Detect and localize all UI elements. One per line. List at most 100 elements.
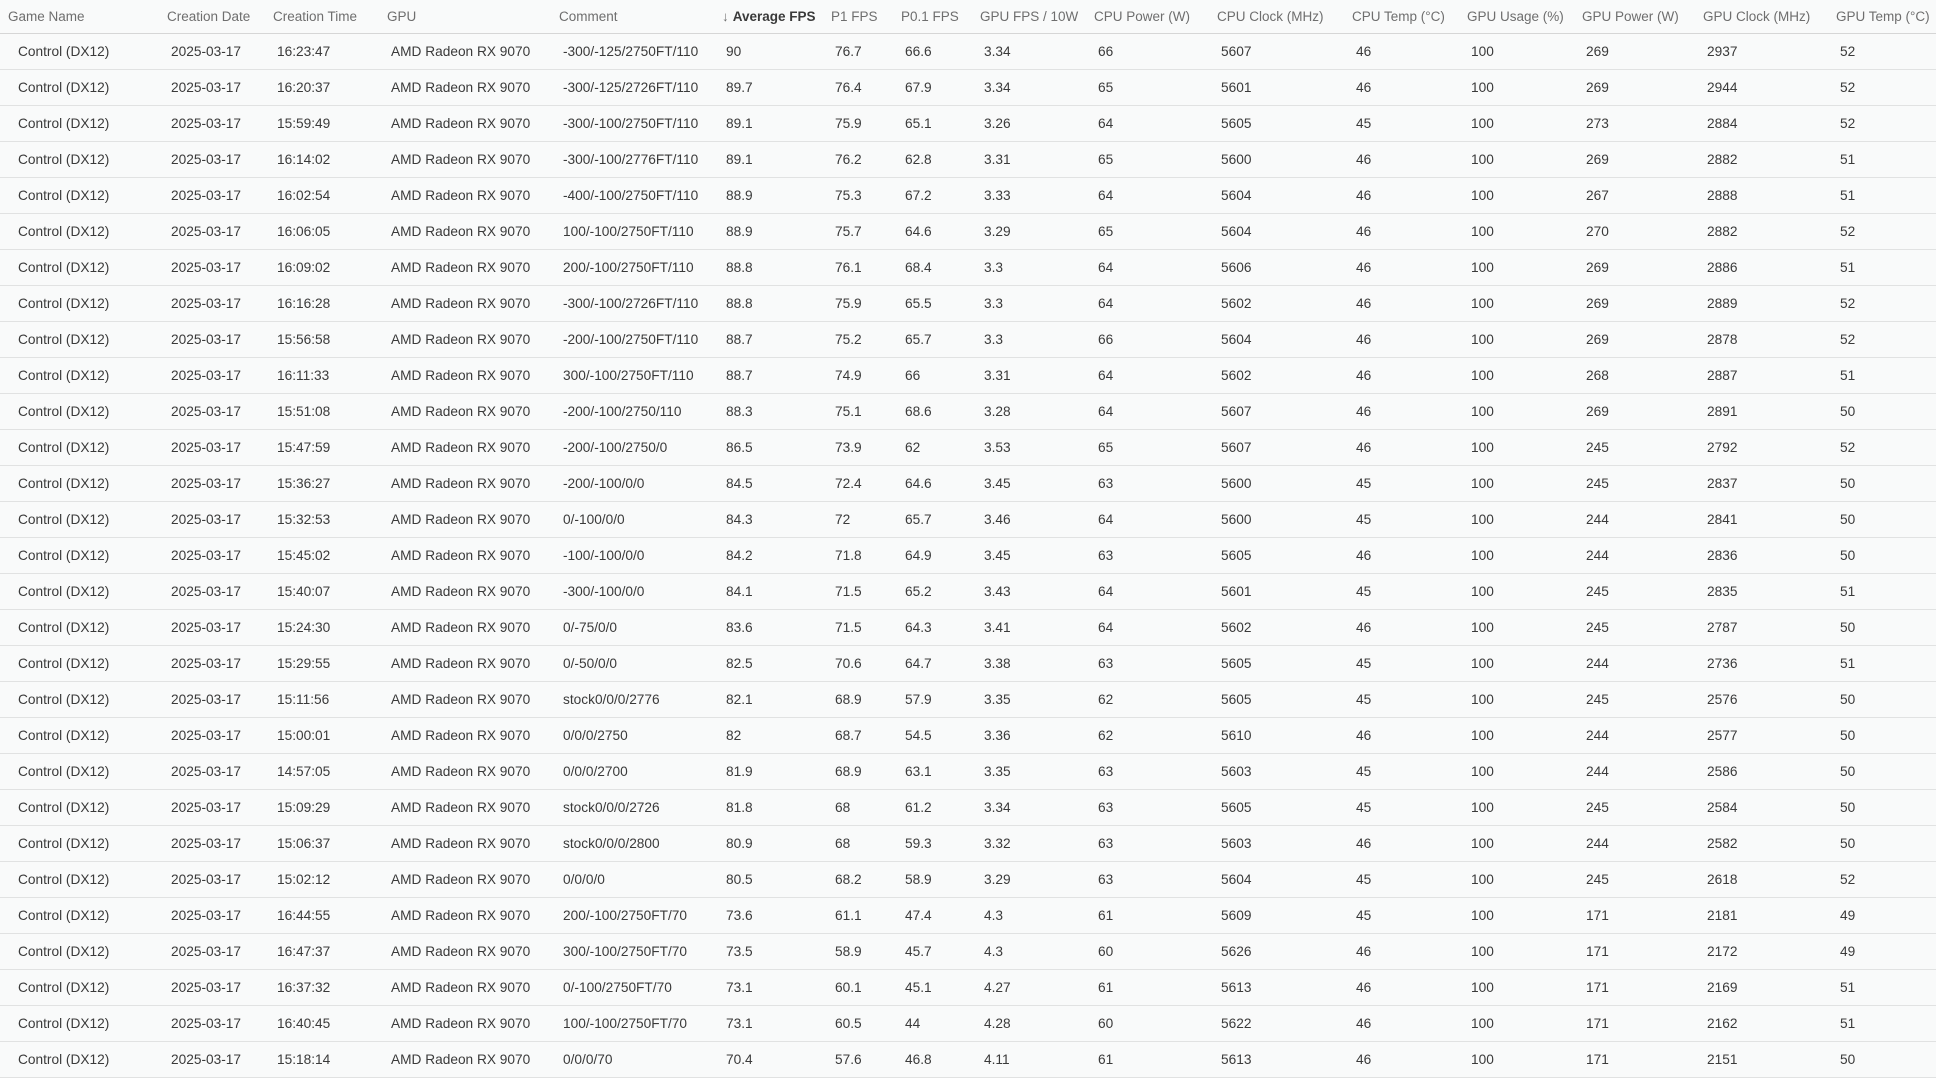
table-row[interactable]: Control (DX12) 2025-03-17 16:11:33 AMD R… bbox=[0, 357, 1936, 394]
cell-gpu-clock: 2736 bbox=[1693, 645, 1826, 682]
table-row[interactable]: Control (DX12) 2025-03-17 16:37:32 AMD R… bbox=[0, 969, 1936, 1006]
table-row[interactable]: Control (DX12) 2025-03-17 15:09:29 AMD R… bbox=[0, 789, 1936, 826]
cell-cpu-power: 66 bbox=[1084, 321, 1207, 358]
cell-cpu-power: 60 bbox=[1084, 1005, 1207, 1042]
table-row[interactable]: Control (DX12) 2025-03-17 14:57:05 AMD R… bbox=[0, 753, 1936, 790]
cell-game-name: Control (DX12) bbox=[0, 753, 157, 790]
column-header-comment[interactable]: Comment bbox=[549, 0, 712, 34]
column-header-gpu-temp[interactable]: GPU Temp (°C) bbox=[1826, 0, 1936, 34]
cell-gpu-fps-per-10w: 3.31 bbox=[970, 141, 1084, 178]
cell-creation-date: 2025-03-17 bbox=[157, 465, 263, 502]
table-row[interactable]: Control (DX12) 2025-03-17 16:02:54 AMD R… bbox=[0, 177, 1936, 214]
cell-average-fps: 89.1 bbox=[712, 105, 821, 142]
column-header-gpu-fps-per-10w[interactable]: GPU FPS / 10W bbox=[970, 0, 1084, 34]
column-header-cpu-clock[interactable]: CPU Clock (MHz) bbox=[1207, 0, 1342, 34]
cell-cpu-power: 64 bbox=[1084, 357, 1207, 394]
table-row[interactable]: Control (DX12) 2025-03-17 16:20:37 AMD R… bbox=[0, 69, 1936, 106]
table-row[interactable]: Control (DX12) 2025-03-17 16:44:55 AMD R… bbox=[0, 897, 1936, 934]
cell-cpu-power: 63 bbox=[1084, 537, 1207, 574]
cell-creation-date: 2025-03-17 bbox=[157, 69, 263, 106]
table-row[interactable]: Control (DX12) 2025-03-17 15:11:56 AMD R… bbox=[0, 681, 1936, 718]
cell-gpu-usage: 100 bbox=[1457, 753, 1572, 790]
table-row[interactable]: Control (DX12) 2025-03-17 16:23:47 AMD R… bbox=[0, 33, 1936, 70]
table-row[interactable]: Control (DX12) 2025-03-17 15:02:12 AMD R… bbox=[0, 861, 1936, 898]
cell-p1-fps: 76.4 bbox=[821, 69, 891, 106]
table-row[interactable]: Control (DX12) 2025-03-17 16:40:45 AMD R… bbox=[0, 1005, 1936, 1042]
column-header-gpu-power[interactable]: GPU Power (W) bbox=[1572, 0, 1693, 34]
table-row[interactable]: Control (DX12) 2025-03-17 15:59:49 AMD R… bbox=[0, 105, 1936, 142]
cell-gpu-usage: 100 bbox=[1457, 825, 1572, 862]
cell-average-fps: 89.7 bbox=[712, 69, 821, 106]
cell-creation-date: 2025-03-17 bbox=[157, 357, 263, 394]
table-row[interactable]: Control (DX12) 2025-03-17 15:24:30 AMD R… bbox=[0, 609, 1936, 646]
cell-cpu-power: 64 bbox=[1084, 177, 1207, 214]
table-row[interactable]: Control (DX12) 2025-03-17 15:36:27 AMD R… bbox=[0, 465, 1936, 502]
column-header-average-fps[interactable]: ↓ Average FPS bbox=[712, 0, 821, 34]
cell-gpu-power: 245 bbox=[1572, 573, 1693, 610]
table-row[interactable]: Control (DX12) 2025-03-17 15:56:58 AMD R… bbox=[0, 321, 1936, 358]
cell-creation-date: 2025-03-17 bbox=[157, 285, 263, 322]
cell-gpu-fps-per-10w: 3.34 bbox=[970, 69, 1084, 106]
table-row[interactable]: Control (DX12) 2025-03-17 15:00:01 AMD R… bbox=[0, 717, 1936, 754]
cell-gpu-temp: 52 bbox=[1826, 861, 1936, 898]
column-header-gpu[interactable]: GPU bbox=[377, 0, 549, 34]
column-header-creation-date[interactable]: Creation Date bbox=[157, 0, 263, 34]
cell-comment: 0/-100/2750FT/70 bbox=[549, 969, 712, 1006]
column-header-gpu-clock[interactable]: GPU Clock (MHz) bbox=[1693, 0, 1826, 34]
cell-p1-fps: 75.3 bbox=[821, 177, 891, 214]
cell-p01-fps: 62 bbox=[891, 429, 970, 466]
cell-creation-time: 16:11:33 bbox=[263, 357, 377, 394]
cell-gpu: AMD Radeon RX 9070 bbox=[377, 213, 549, 250]
table-row[interactable]: Control (DX12) 2025-03-17 16:47:37 AMD R… bbox=[0, 933, 1936, 970]
column-header-p01-fps[interactable]: P0.1 FPS bbox=[891, 0, 970, 34]
table-row[interactable]: Control (DX12) 2025-03-17 16:14:02 AMD R… bbox=[0, 141, 1936, 178]
table-row[interactable]: Control (DX12) 2025-03-17 15:51:08 AMD R… bbox=[0, 393, 1936, 430]
cell-gpu-usage: 100 bbox=[1457, 357, 1572, 394]
table-row[interactable]: Control (DX12) 2025-03-17 15:32:53 AMD R… bbox=[0, 501, 1936, 538]
cell-gpu: AMD Radeon RX 9070 bbox=[377, 537, 549, 574]
cell-gpu-power: 245 bbox=[1572, 609, 1693, 646]
cell-p1-fps: 60.1 bbox=[821, 969, 891, 1006]
cell-game-name: Control (DX12) bbox=[0, 33, 157, 70]
table-row[interactable]: Control (DX12) 2025-03-17 15:18:14 AMD R… bbox=[0, 1041, 1936, 1078]
cell-gpu-clock: 2172 bbox=[1693, 933, 1826, 970]
column-header-game-name[interactable]: Game Name bbox=[0, 0, 157, 34]
table-row[interactable]: Control (DX12) 2025-03-17 16:06:05 AMD R… bbox=[0, 213, 1936, 250]
cell-gpu-fps-per-10w: 3.43 bbox=[970, 573, 1084, 610]
cell-cpu-temp: 46 bbox=[1342, 177, 1457, 214]
cell-average-fps: 84.3 bbox=[712, 501, 821, 538]
cell-creation-date: 2025-03-17 bbox=[157, 825, 263, 862]
column-header-p1-fps[interactable]: P1 FPS bbox=[821, 0, 891, 34]
cell-creation-time: 15:09:29 bbox=[263, 789, 377, 826]
cell-gpu-usage: 100 bbox=[1457, 645, 1572, 682]
table-row[interactable]: Control (DX12) 2025-03-17 16:16:28 AMD R… bbox=[0, 285, 1936, 322]
cell-gpu: AMD Radeon RX 9070 bbox=[377, 465, 549, 502]
cell-gpu: AMD Radeon RX 9070 bbox=[377, 105, 549, 142]
cell-game-name: Control (DX12) bbox=[0, 321, 157, 358]
cell-p1-fps: 68.7 bbox=[821, 717, 891, 754]
cell-gpu-temp: 51 bbox=[1826, 645, 1936, 682]
column-header-cpu-power[interactable]: CPU Power (W) bbox=[1084, 0, 1207, 34]
cell-creation-time: 16:37:32 bbox=[263, 969, 377, 1006]
cell-creation-date: 2025-03-17 bbox=[157, 249, 263, 286]
cell-cpu-temp: 45 bbox=[1342, 105, 1457, 142]
cell-gpu-temp: 51 bbox=[1826, 249, 1936, 286]
cell-comment: 0/0/0/2750 bbox=[549, 717, 712, 754]
cell-gpu-fps-per-10w: 3.32 bbox=[970, 825, 1084, 862]
table-row[interactable]: Control (DX12) 2025-03-17 16:09:02 AMD R… bbox=[0, 249, 1936, 286]
table-row[interactable]: Control (DX12) 2025-03-17 15:47:59 AMD R… bbox=[0, 429, 1936, 466]
table-row[interactable]: Control (DX12) 2025-03-17 15:06:37 AMD R… bbox=[0, 825, 1936, 862]
column-header-gpu-usage[interactable]: GPU Usage (%) bbox=[1457, 0, 1572, 34]
cell-gpu-power: 267 bbox=[1572, 177, 1693, 214]
cell-creation-time: 16:47:37 bbox=[263, 933, 377, 970]
cell-gpu-power: 245 bbox=[1572, 429, 1693, 466]
table-row[interactable]: Control (DX12) 2025-03-17 15:29:55 AMD R… bbox=[0, 645, 1936, 682]
column-header-cpu-temp[interactable]: CPU Temp (°C) bbox=[1342, 0, 1457, 34]
table-row[interactable]: Control (DX12) 2025-03-17 15:45:02 AMD R… bbox=[0, 537, 1936, 574]
column-header-creation-time[interactable]: Creation Time bbox=[263, 0, 377, 34]
cell-game-name: Control (DX12) bbox=[0, 285, 157, 322]
cell-gpu-fps-per-10w: 3.38 bbox=[970, 645, 1084, 682]
cell-creation-time: 16:06:05 bbox=[263, 213, 377, 250]
cell-creation-date: 2025-03-17 bbox=[157, 141, 263, 178]
table-row[interactable]: Control (DX12) 2025-03-17 15:40:07 AMD R… bbox=[0, 573, 1936, 610]
